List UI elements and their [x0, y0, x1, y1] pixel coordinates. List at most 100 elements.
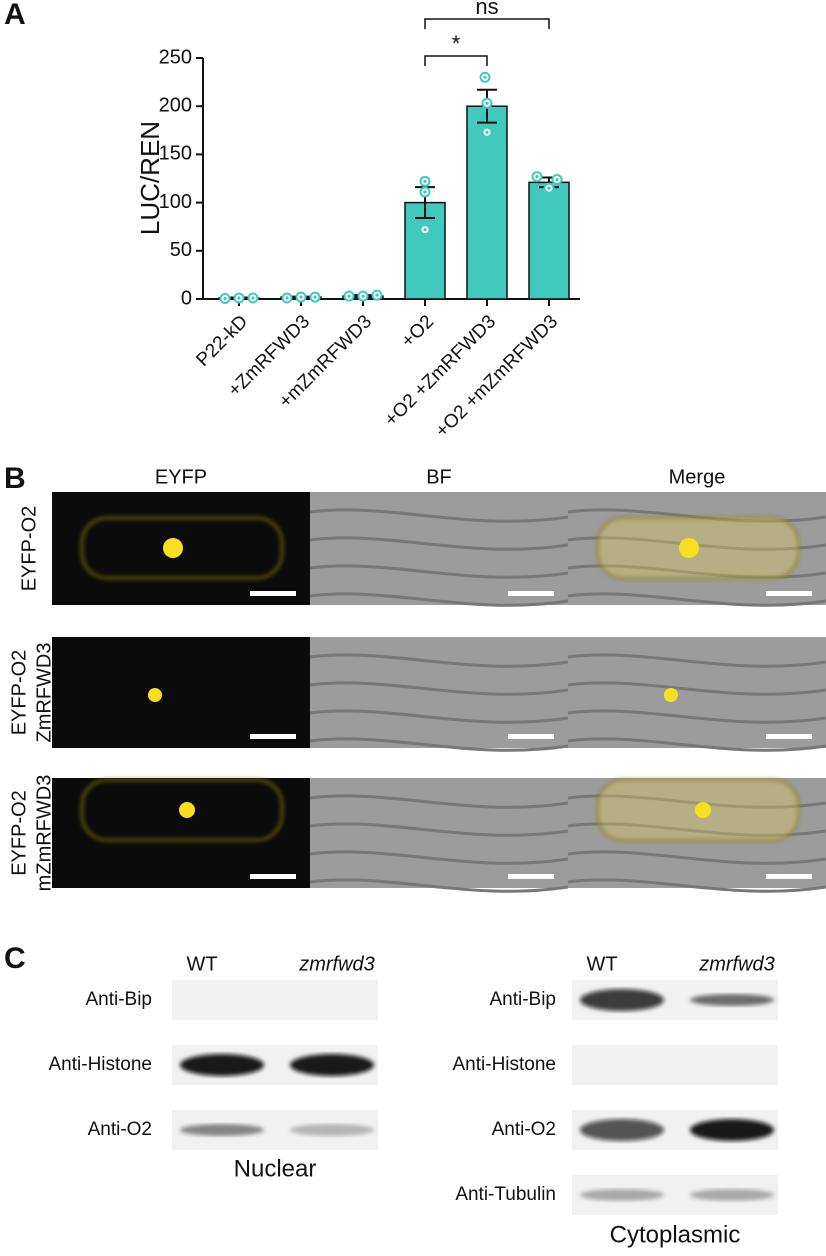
cell-wall: [309, 737, 569, 752]
cell-wall: [309, 681, 569, 696]
cell-wall: [309, 878, 569, 893]
point-dot: [361, 294, 365, 298]
blot-band: [580, 1189, 664, 1201]
micrograph: [52, 492, 310, 605]
data-point: [281, 292, 293, 304]
cell-wall: [309, 709, 569, 724]
scale-bar: [250, 874, 296, 879]
point-dot: [223, 296, 227, 301]
point-dot: [423, 190, 427, 194]
x-tick-label: +O2 +ZmRFWD3: [381, 311, 500, 430]
blot-band: [690, 994, 774, 1006]
y-tick-label: 200: [159, 94, 192, 116]
row-label: Anti-O2: [88, 1119, 152, 1140]
cell-wall: [309, 653, 569, 668]
point-dot: [485, 101, 489, 105]
panel-label: B: [4, 462, 26, 495]
data-point: [233, 292, 245, 304]
blot-caption: Nuclear: [234, 1155, 317, 1182]
row-label: Anti-Bip: [85, 989, 152, 1010]
micrograph: [309, 492, 569, 607]
data-point: [343, 290, 355, 302]
micrograph: [309, 637, 569, 752]
cell-wall: [309, 850, 569, 865]
row-label: mZmRFWD3: [33, 775, 55, 892]
data-point: [295, 291, 307, 303]
column-header: EYFP: [155, 466, 207, 488]
point-dot: [423, 179, 427, 183]
point-dot: [313, 295, 317, 299]
blot-caption: Cytoplasmic: [610, 1221, 741, 1248]
cell-outline: [81, 779, 283, 841]
blot-band: [580, 989, 664, 1011]
x-tick-label: +O2 +mZmRFWD3: [432, 311, 563, 442]
y-tick-label: 150: [159, 143, 192, 165]
point-dot: [375, 293, 379, 297]
blot-band: [290, 1124, 374, 1136]
nucleus: [179, 802, 195, 818]
nucleus: [664, 688, 678, 702]
y-tick-label: 250: [159, 46, 192, 68]
data-point: [357, 290, 369, 302]
point-dot: [547, 186, 551, 190]
cell-outline: [81, 517, 283, 579]
cell-wall: [567, 878, 826, 893]
scale-bar: [508, 734, 554, 739]
panel-label: C: [4, 942, 26, 975]
cell-wall: [567, 653, 826, 668]
data-point: [543, 182, 555, 194]
data-point: [481, 97, 493, 109]
cell-wall: [567, 850, 826, 865]
blot-band: [580, 1119, 664, 1141]
blot-strip: [572, 1045, 778, 1085]
bar: [466, 105, 508, 300]
nucleus: [148, 688, 162, 702]
scale-bar: [508, 874, 554, 879]
point-dot: [535, 174, 539, 179]
blot-band: [180, 1124, 264, 1136]
data-point: [219, 293, 231, 305]
row-label: EYFP-O2: [8, 650, 30, 736]
nucleus: [695, 802, 711, 818]
row-label: Anti-Bip: [489, 989, 556, 1010]
point-dot: [347, 294, 351, 298]
data-point: [531, 171, 543, 183]
point-dot: [483, 75, 487, 79]
data-point: [551, 173, 563, 185]
data-point: [479, 71, 491, 83]
blot-band: [180, 1054, 264, 1076]
column-header: BF: [426, 466, 452, 488]
cell-wall: [567, 709, 826, 724]
point-dot: [251, 296, 255, 300]
data-point: [419, 175, 431, 187]
lane-label: WT: [586, 953, 617, 975]
micrograph: [52, 637, 310, 748]
scale-bar: [766, 591, 812, 596]
data-point: [309, 291, 321, 303]
micrograph: [567, 637, 826, 752]
row-label: Anti-Histone: [453, 1054, 557, 1075]
x-tick-label: P22-kD: [192, 311, 252, 371]
blot-band: [290, 1054, 374, 1076]
significance-label: *: [452, 31, 461, 56]
row-label: EYFP-O2: [8, 790, 30, 876]
nucleus: [163, 538, 183, 558]
cell-wall: [309, 564, 569, 579]
cell-wall: [567, 592, 826, 607]
lane-label: WT: [186, 953, 217, 975]
nucleus: [679, 538, 699, 558]
lane-label: zmrfwd3: [698, 953, 775, 975]
cell-wall: [309, 822, 569, 837]
row-label: Anti-Histone: [49, 1054, 153, 1075]
significance-bracket: [424, 18, 550, 29]
micrograph: [52, 778, 310, 888]
point-dot: [237, 296, 241, 300]
data-point: [481, 126, 493, 138]
micrograph: [567, 492, 826, 607]
cell-wall: [567, 737, 826, 752]
image-bg: [52, 637, 310, 748]
row-label: Anti-O2: [492, 1119, 556, 1140]
cell-wall: [309, 794, 569, 809]
significance-label: ns: [475, 0, 498, 19]
